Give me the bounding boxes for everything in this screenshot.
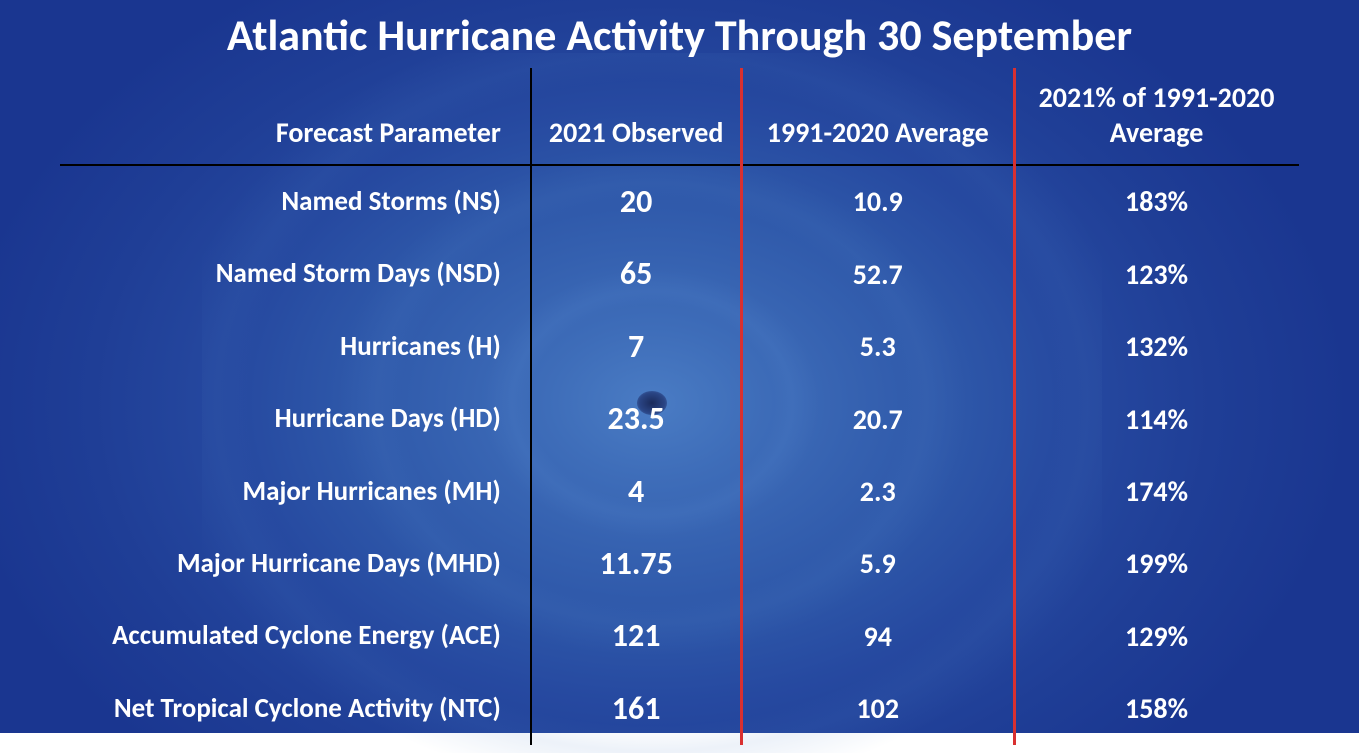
cell-average: 5.9 — [741, 528, 1014, 600]
table-row: Net Tropical Cyclone Activity (NTC) 161 … — [60, 673, 1299, 745]
hurricane-table: Forecast Parameter 2021 Observed 1991-20… — [60, 68, 1299, 745]
table-row: Named Storm Days (NSD) 65 52.7 123% — [60, 238, 1299, 310]
cell-average: 94 — [741, 600, 1014, 672]
cell-param: Accumulated Cyclone Energy (ACE) — [60, 600, 531, 672]
header-percent: 2021% of 1991-2020 Average — [1014, 68, 1299, 165]
cell-observed: 7 — [531, 311, 742, 383]
content-container: Atlantic Hurricane Activity Through 30 S… — [0, 0, 1359, 733]
cell-param: Hurricanes (H) — [60, 311, 531, 383]
cell-percent: 129% — [1014, 600, 1299, 672]
divider-line-black — [530, 68, 532, 745]
header-average: 1991-2020 Average — [741, 68, 1014, 165]
cell-param: Named Storms (NS) — [60, 165, 531, 238]
cell-percent: 132% — [1014, 311, 1299, 383]
cell-observed: 11.75 — [531, 528, 742, 600]
cell-observed: 4 — [531, 456, 742, 528]
cell-observed: 121 — [531, 600, 742, 672]
cell-average: 20.7 — [741, 383, 1014, 455]
cell-percent: 114% — [1014, 383, 1299, 455]
table-row: Major Hurricane Days (MHD) 11.75 5.9 199… — [60, 528, 1299, 600]
cell-observed: 23.5 — [531, 383, 742, 455]
cell-average: 5.3 — [741, 311, 1014, 383]
cell-percent: 123% — [1014, 238, 1299, 310]
cell-observed: 20 — [531, 165, 742, 238]
cell-percent: 183% — [1014, 165, 1299, 238]
cell-percent: 199% — [1014, 528, 1299, 600]
cell-observed: 65 — [531, 238, 742, 310]
cell-param: Named Storm Days (NSD) — [60, 238, 531, 310]
table-row: Hurricane Days (HD) 23.5 20.7 114% — [60, 383, 1299, 455]
cell-param: Net Tropical Cyclone Activity (NTC) — [60, 673, 531, 745]
cell-average: 2.3 — [741, 456, 1014, 528]
table-body: Named Storms (NS) 20 10.9 183% Named Sto… — [60, 165, 1299, 745]
cell-observed: 161 — [531, 673, 742, 745]
table-row: Major Hurricanes (MH) 4 2.3 174% — [60, 456, 1299, 528]
table-header-row: Forecast Parameter 2021 Observed 1991-20… — [60, 68, 1299, 165]
header-forecast-parameter: Forecast Parameter — [60, 68, 531, 165]
header-observed: 2021 Observed — [531, 68, 742, 165]
divider-line-red — [740, 68, 743, 745]
cell-param: Hurricane Days (HD) — [60, 383, 531, 455]
cell-average: 102 — [741, 673, 1014, 745]
cell-param: Major Hurricanes (MH) — [60, 456, 531, 528]
cell-average: 10.9 — [741, 165, 1014, 238]
cell-average: 52.7 — [741, 238, 1014, 310]
table-wrapper: Forecast Parameter 2021 Observed 1991-20… — [0, 68, 1359, 745]
table-row: Accumulated Cyclone Energy (ACE) 121 94 … — [60, 600, 1299, 672]
cell-percent: 174% — [1014, 456, 1299, 528]
divider-line-red — [1013, 68, 1016, 745]
cell-percent: 158% — [1014, 673, 1299, 745]
table-row: Hurricanes (H) 7 5.3 132% — [60, 311, 1299, 383]
table-row: Named Storms (NS) 20 10.9 183% — [60, 165, 1299, 238]
cell-param: Major Hurricane Days (MHD) — [60, 528, 531, 600]
page-title: Atlantic Hurricane Activity Through 30 S… — [0, 0, 1359, 68]
